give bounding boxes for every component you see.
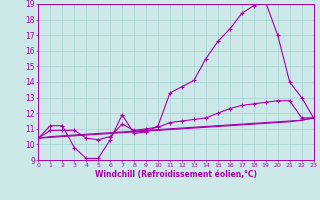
X-axis label: Windchill (Refroidissement éolien,°C): Windchill (Refroidissement éolien,°C) — [95, 170, 257, 179]
